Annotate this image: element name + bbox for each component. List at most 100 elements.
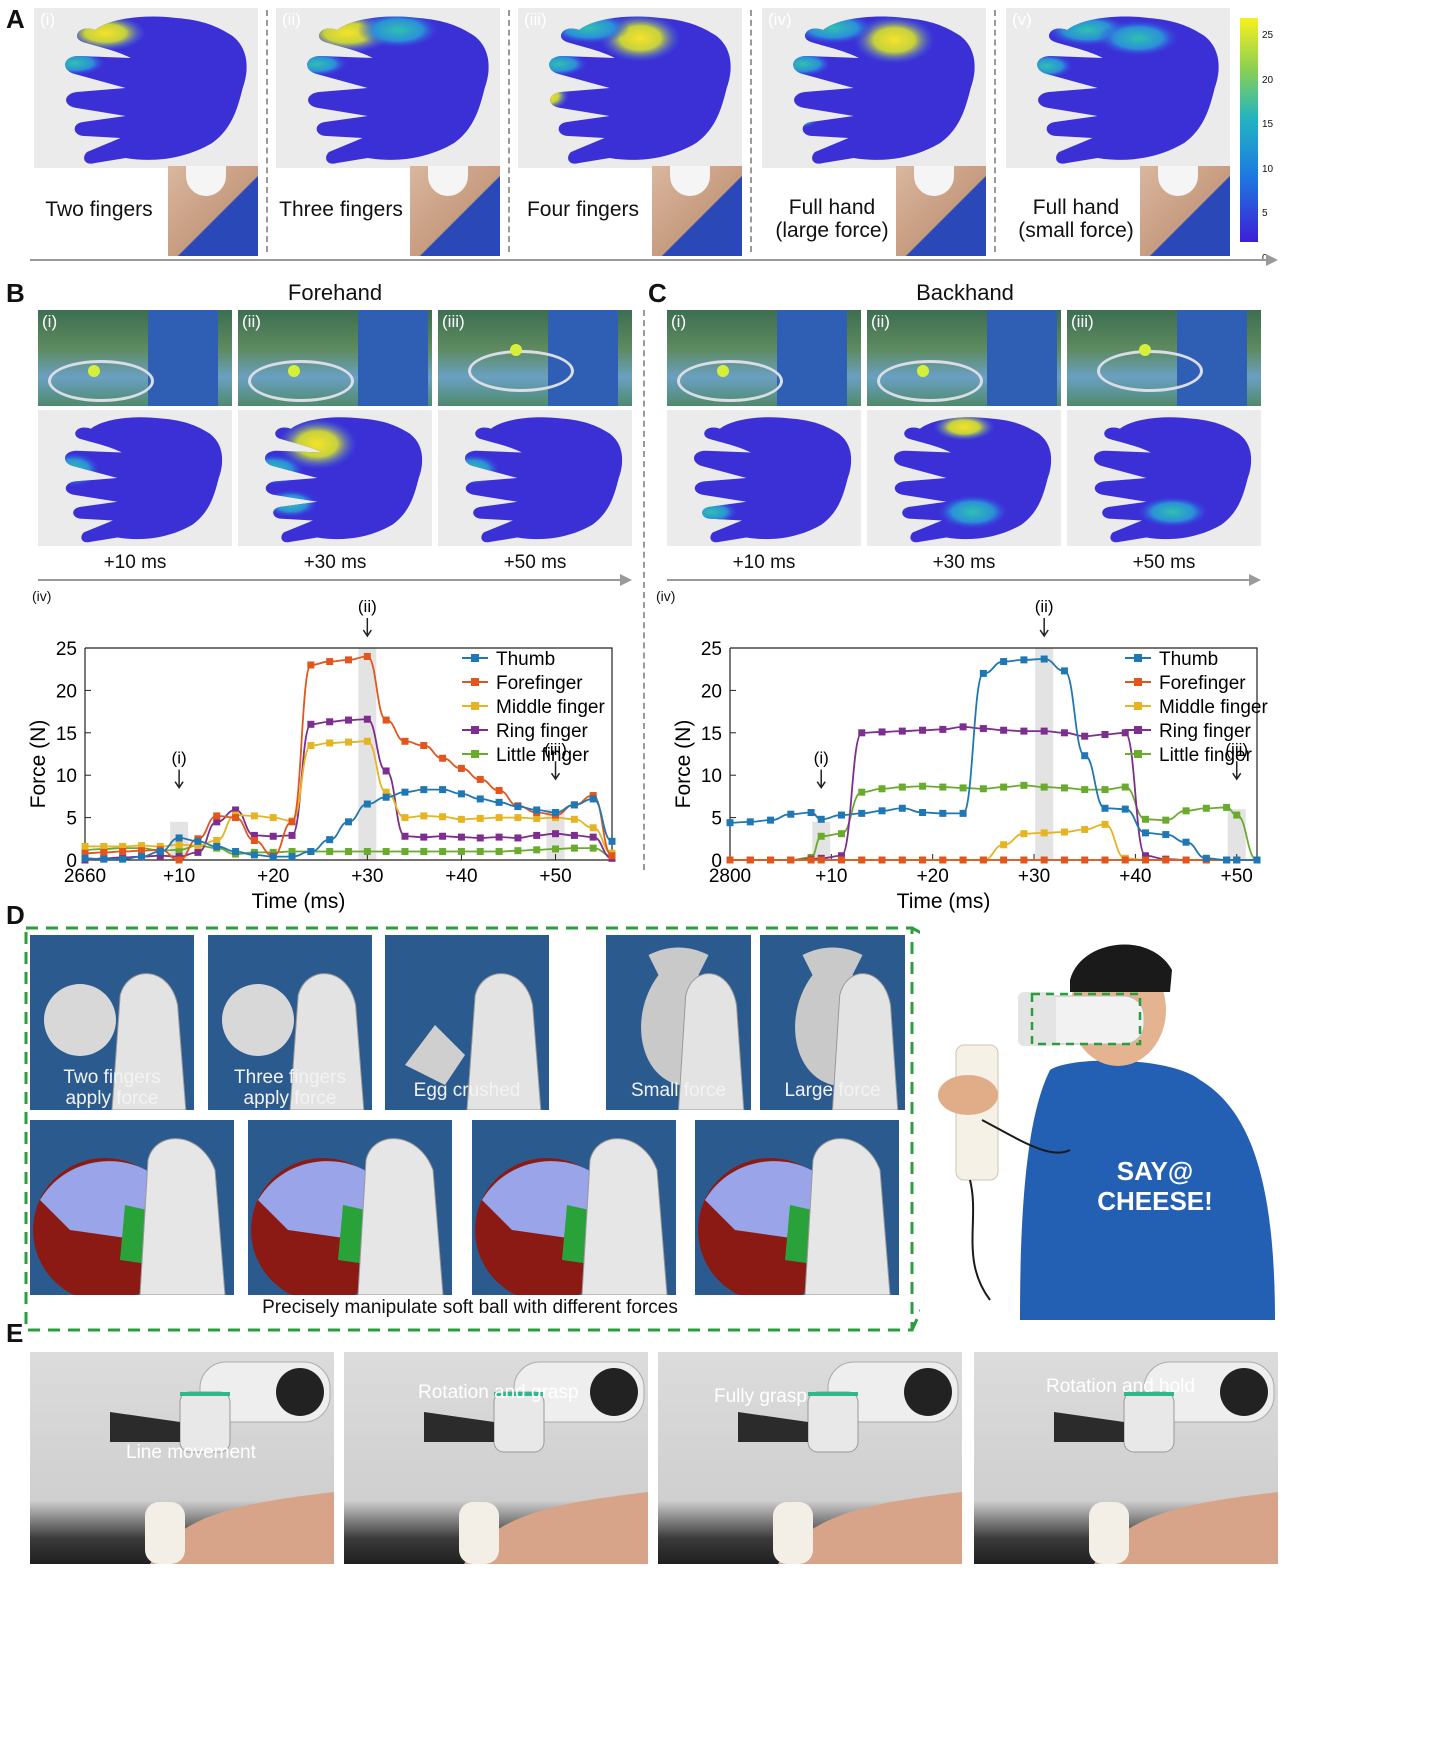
backhand-photo-1 [667, 310, 861, 406]
data-point [919, 856, 927, 864]
data-point [1233, 811, 1241, 819]
data-point [326, 848, 334, 856]
forehand-photo-2 [238, 310, 432, 406]
data-point [807, 856, 815, 864]
data-point [232, 806, 240, 814]
data-point [401, 814, 409, 822]
x-tick-label: +50 [1221, 866, 1253, 887]
data-point [1101, 820, 1109, 828]
data-point [495, 798, 503, 806]
annotation-label: (iii) [544, 740, 567, 759]
y-tick-label: 10 [701, 766, 722, 787]
x-tick-label: +10 [163, 866, 195, 887]
data-point [137, 847, 145, 855]
data-point [919, 782, 927, 790]
roman-label: (v) [1012, 10, 1032, 29]
data-point [1020, 856, 1028, 864]
data-point [100, 855, 108, 863]
soft-ball-caption: Precisely manipulate soft ball with diff… [262, 1297, 678, 1318]
data-point [1081, 752, 1089, 760]
data-point [345, 818, 352, 826]
data-point [345, 656, 352, 664]
y-tick-label: 20 [701, 681, 722, 702]
data-point [878, 728, 886, 736]
hand-a-4 [793, 16, 975, 164]
data-point [269, 832, 277, 840]
data-point [476, 848, 484, 856]
data-point [858, 856, 866, 864]
data-point [858, 729, 866, 737]
data-point [156, 852, 164, 860]
render-ball-1 [30, 1120, 234, 1295]
render-ball-4 [695, 1120, 899, 1295]
forehand-heatmap-1 [38, 410, 232, 546]
data-point [898, 783, 906, 791]
data-point [1060, 828, 1068, 836]
legend-marker [471, 678, 479, 686]
data-point [119, 842, 127, 850]
render-top-1: Two fingers apply force [30, 935, 194, 1110]
render-ball-3 [472, 1120, 676, 1295]
data-point [817, 856, 825, 864]
x-tick-label: +40 [1119, 866, 1151, 887]
data-point [100, 848, 108, 856]
data-point [250, 836, 258, 844]
data-point [1081, 825, 1089, 833]
data-point [1182, 838, 1190, 846]
forehand-hand-1 [65, 417, 223, 543]
data-point [959, 723, 967, 731]
robot-arm-scene [738, 1361, 962, 1564]
hand-a-2 [307, 16, 489, 164]
robot-hand-render [222, 973, 365, 1110]
data-point [1121, 805, 1129, 813]
forehand-heatmap-2 [238, 410, 432, 546]
roman-label: (ii) [282, 10, 301, 29]
x-tick-label: 2660 [64, 866, 106, 887]
forehand-timeline-arrow [38, 574, 632, 586]
tennis-ball [288, 365, 300, 377]
backhand-heatmap-3 [1067, 410, 1261, 546]
backhand-hand-1 [694, 417, 852, 543]
y-tick-label: 15 [56, 724, 77, 745]
action-label: Line movement [126, 1442, 256, 1463]
time-label: +10 ms [732, 552, 796, 573]
data-point [307, 742, 315, 750]
data-point [1081, 856, 1089, 864]
data-point [326, 658, 334, 666]
data-point [1101, 730, 1109, 738]
data-point [345, 738, 352, 746]
data-point [345, 716, 352, 724]
forehand-title: Forehand [287, 280, 383, 305]
y-tick-label: 25 [56, 639, 77, 660]
data-point [1000, 856, 1008, 864]
data-point [939, 856, 947, 864]
data-point [420, 833, 428, 841]
data-point [420, 786, 428, 794]
soft-ball-render [251, 1138, 444, 1295]
action-label: Rotation and hold [1046, 1376, 1195, 1397]
data-point [570, 815, 578, 823]
caption-a-1: Two fingers [45, 198, 153, 221]
data-point [1202, 854, 1210, 862]
racket [1097, 350, 1203, 392]
data-point [213, 818, 221, 826]
data-point [817, 815, 825, 823]
data-point [746, 856, 754, 864]
render-top-4: Small force [606, 935, 751, 1110]
data-point [552, 830, 560, 838]
data-point [1202, 804, 1210, 812]
sensor-glove [670, 166, 710, 196]
data-point [939, 783, 947, 791]
data-point [1162, 856, 1170, 864]
data-point [1060, 856, 1068, 864]
data-point [1040, 783, 1048, 791]
data-point [1060, 667, 1068, 675]
roman-label: (ii) [242, 312, 261, 331]
data-point [1101, 804, 1109, 812]
data-point [837, 830, 845, 838]
sensor-glove [914, 166, 954, 196]
data-point [175, 834, 183, 842]
plot-tag-c: (iv) [656, 588, 676, 604]
data-point [250, 831, 258, 839]
divider-bc [643, 310, 645, 870]
